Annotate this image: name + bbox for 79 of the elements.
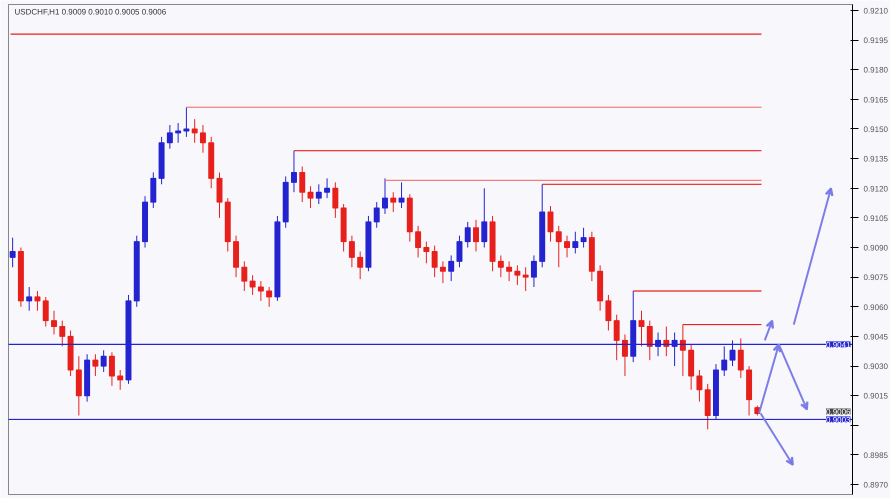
candlestick: [357, 250, 364, 280]
candlestick: [530, 254, 537, 288]
candlestick: [316, 184, 322, 205]
candlestick: [59, 320, 66, 347]
candlestick: [390, 192, 396, 212]
candlestick: [564, 235, 570, 258]
candlestick: [572, 231, 578, 254]
candlestick: [622, 334, 628, 376]
candlestick: [117, 370, 124, 390]
candlestick: [481, 188, 488, 248]
candlestick: [646, 320, 653, 361]
y-tick-label: 0.9075: [864, 273, 889, 282]
candlestick: [506, 260, 512, 282]
y-tick-label: 0.9165: [864, 95, 889, 104]
candlestick: [250, 274, 256, 296]
y-tick-label: 0.9090: [864, 244, 889, 253]
candlestick: [432, 245, 438, 278]
chart-title: USDCHF,H1 0.9009 0.9010 0.9005 0.9006: [14, 8, 167, 16]
candlestick: [498, 254, 504, 278]
candlestick: [166, 124, 173, 150]
candlestick: [605, 294, 612, 332]
y-tick-label: 0.8985: [864, 450, 889, 460]
candlestick: [241, 260, 248, 292]
candlestick: [299, 166, 306, 203]
candlestick: [738, 338, 744, 378]
candlestick: [398, 182, 405, 209]
candlestick: [192, 118, 198, 144]
ref-line-label: 0.9003: [826, 415, 852, 424]
y-tick-label: 0.9030: [864, 362, 889, 372]
candlestick: [448, 254, 454, 282]
candlestick: [216, 172, 222, 218]
candlestick: [175, 122, 182, 144]
candlestick: [100, 350, 107, 372]
candlestick: [183, 106, 190, 138]
candlestick: [348, 235, 355, 268]
candlestick: [92, 354, 98, 376]
candlestick: [614, 314, 620, 361]
y-tick-label: 0.9120: [864, 184, 889, 194]
candlestick: [522, 266, 529, 292]
candlestick: [556, 225, 562, 268]
ref-line-label: 0.9041: [826, 340, 852, 350]
candlestick: [332, 182, 338, 218]
candlestick: [638, 310, 644, 347]
candlestick: [514, 264, 520, 286]
y-tick-label: 0.9150: [864, 124, 889, 134]
candlestick: [308, 186, 314, 209]
candlestick: [200, 124, 206, 154]
candlestick: [290, 150, 297, 193]
candlestick: [473, 219, 479, 252]
candlestick: [258, 280, 264, 302]
candlestick: [26, 286, 32, 312]
candlestick: [580, 227, 587, 248]
candlestick: [456, 235, 462, 268]
y-tick-label: 0.9195: [864, 36, 889, 46]
y-tick-label: 0.9045: [864, 332, 889, 342]
candlestick: [374, 202, 380, 228]
y-tick-label: 0.9060: [864, 302, 889, 312]
candlestick: [34, 290, 40, 312]
y-tick-label: 0.8970: [864, 480, 889, 490]
y-tick-label: 0.9105: [864, 214, 889, 223]
candlestick: [696, 370, 702, 402]
y-tick-label: 0.9180: [864, 66, 889, 75]
y-tick-label: 0.9210: [864, 6, 889, 16]
candlestick: [423, 241, 430, 264]
candlestick: [464, 221, 471, 248]
candlestick: [10, 237, 16, 268]
annotation: 0.9006: [826, 407, 852, 416]
candlestick: [382, 178, 388, 214]
candlestick: [108, 352, 115, 386]
y-tick-label: 0.9015: [864, 392, 889, 401]
candlestick: [324, 178, 330, 199]
candlestick: [415, 225, 422, 258]
candlestick: [266, 286, 272, 308]
candlestick: [440, 260, 446, 284]
candlestick: [548, 206, 554, 242]
candlestick: [150, 172, 156, 209]
candlestick: [42, 296, 49, 328]
candlestick: [51, 310, 57, 335]
y-tick-label: 0.9135: [864, 154, 889, 164]
